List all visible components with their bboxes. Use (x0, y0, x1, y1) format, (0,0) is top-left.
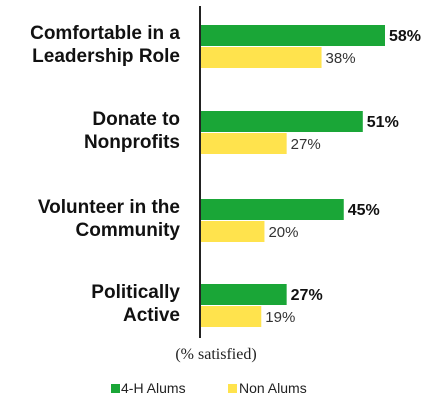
category-label: Nonprofits (84, 132, 180, 153)
category-label: Donate to (92, 109, 180, 130)
legend-swatch-alums (111, 384, 120, 393)
bar-4h-alums (201, 199, 344, 220)
category-label: Active (123, 305, 180, 326)
data-label: 19% (265, 309, 295, 326)
bars (201, 25, 385, 327)
data-label: 45% (348, 202, 380, 219)
data-label: 38% (326, 50, 356, 67)
bar-4h-alums (201, 284, 287, 305)
bar-non-alums (201, 47, 322, 68)
bar-non-alums (201, 133, 287, 154)
legend: 4-H Alums Non Alums (111, 380, 307, 396)
bar-non-alums (201, 221, 265, 242)
legend-label-alums: 4-H Alums (121, 380, 186, 396)
category-label: Volunteer in the (38, 197, 180, 218)
bar-4h-alums (201, 111, 363, 132)
unit-label: (% satisfied) (175, 346, 256, 363)
data-label: 20% (268, 224, 298, 241)
bar-4h-alums (201, 25, 385, 46)
category-label: Community (76, 220, 181, 241)
category-label: Leadership Role (32, 46, 180, 67)
legend-swatch-non-alums (228, 384, 237, 393)
category-label: Politically (91, 282, 180, 303)
category-label: Comfortable in a (30, 23, 180, 44)
bar-non-alums (201, 306, 262, 327)
value-labels: 58% 38% 51% 27% 45% 20% 27% 19% (265, 28, 421, 326)
data-label: 27% (291, 287, 323, 304)
data-label: 27% (291, 136, 321, 153)
data-label: 51% (367, 114, 399, 131)
data-label: 58% (389, 28, 421, 45)
legend-label-non-alums: Non Alums (239, 380, 307, 396)
